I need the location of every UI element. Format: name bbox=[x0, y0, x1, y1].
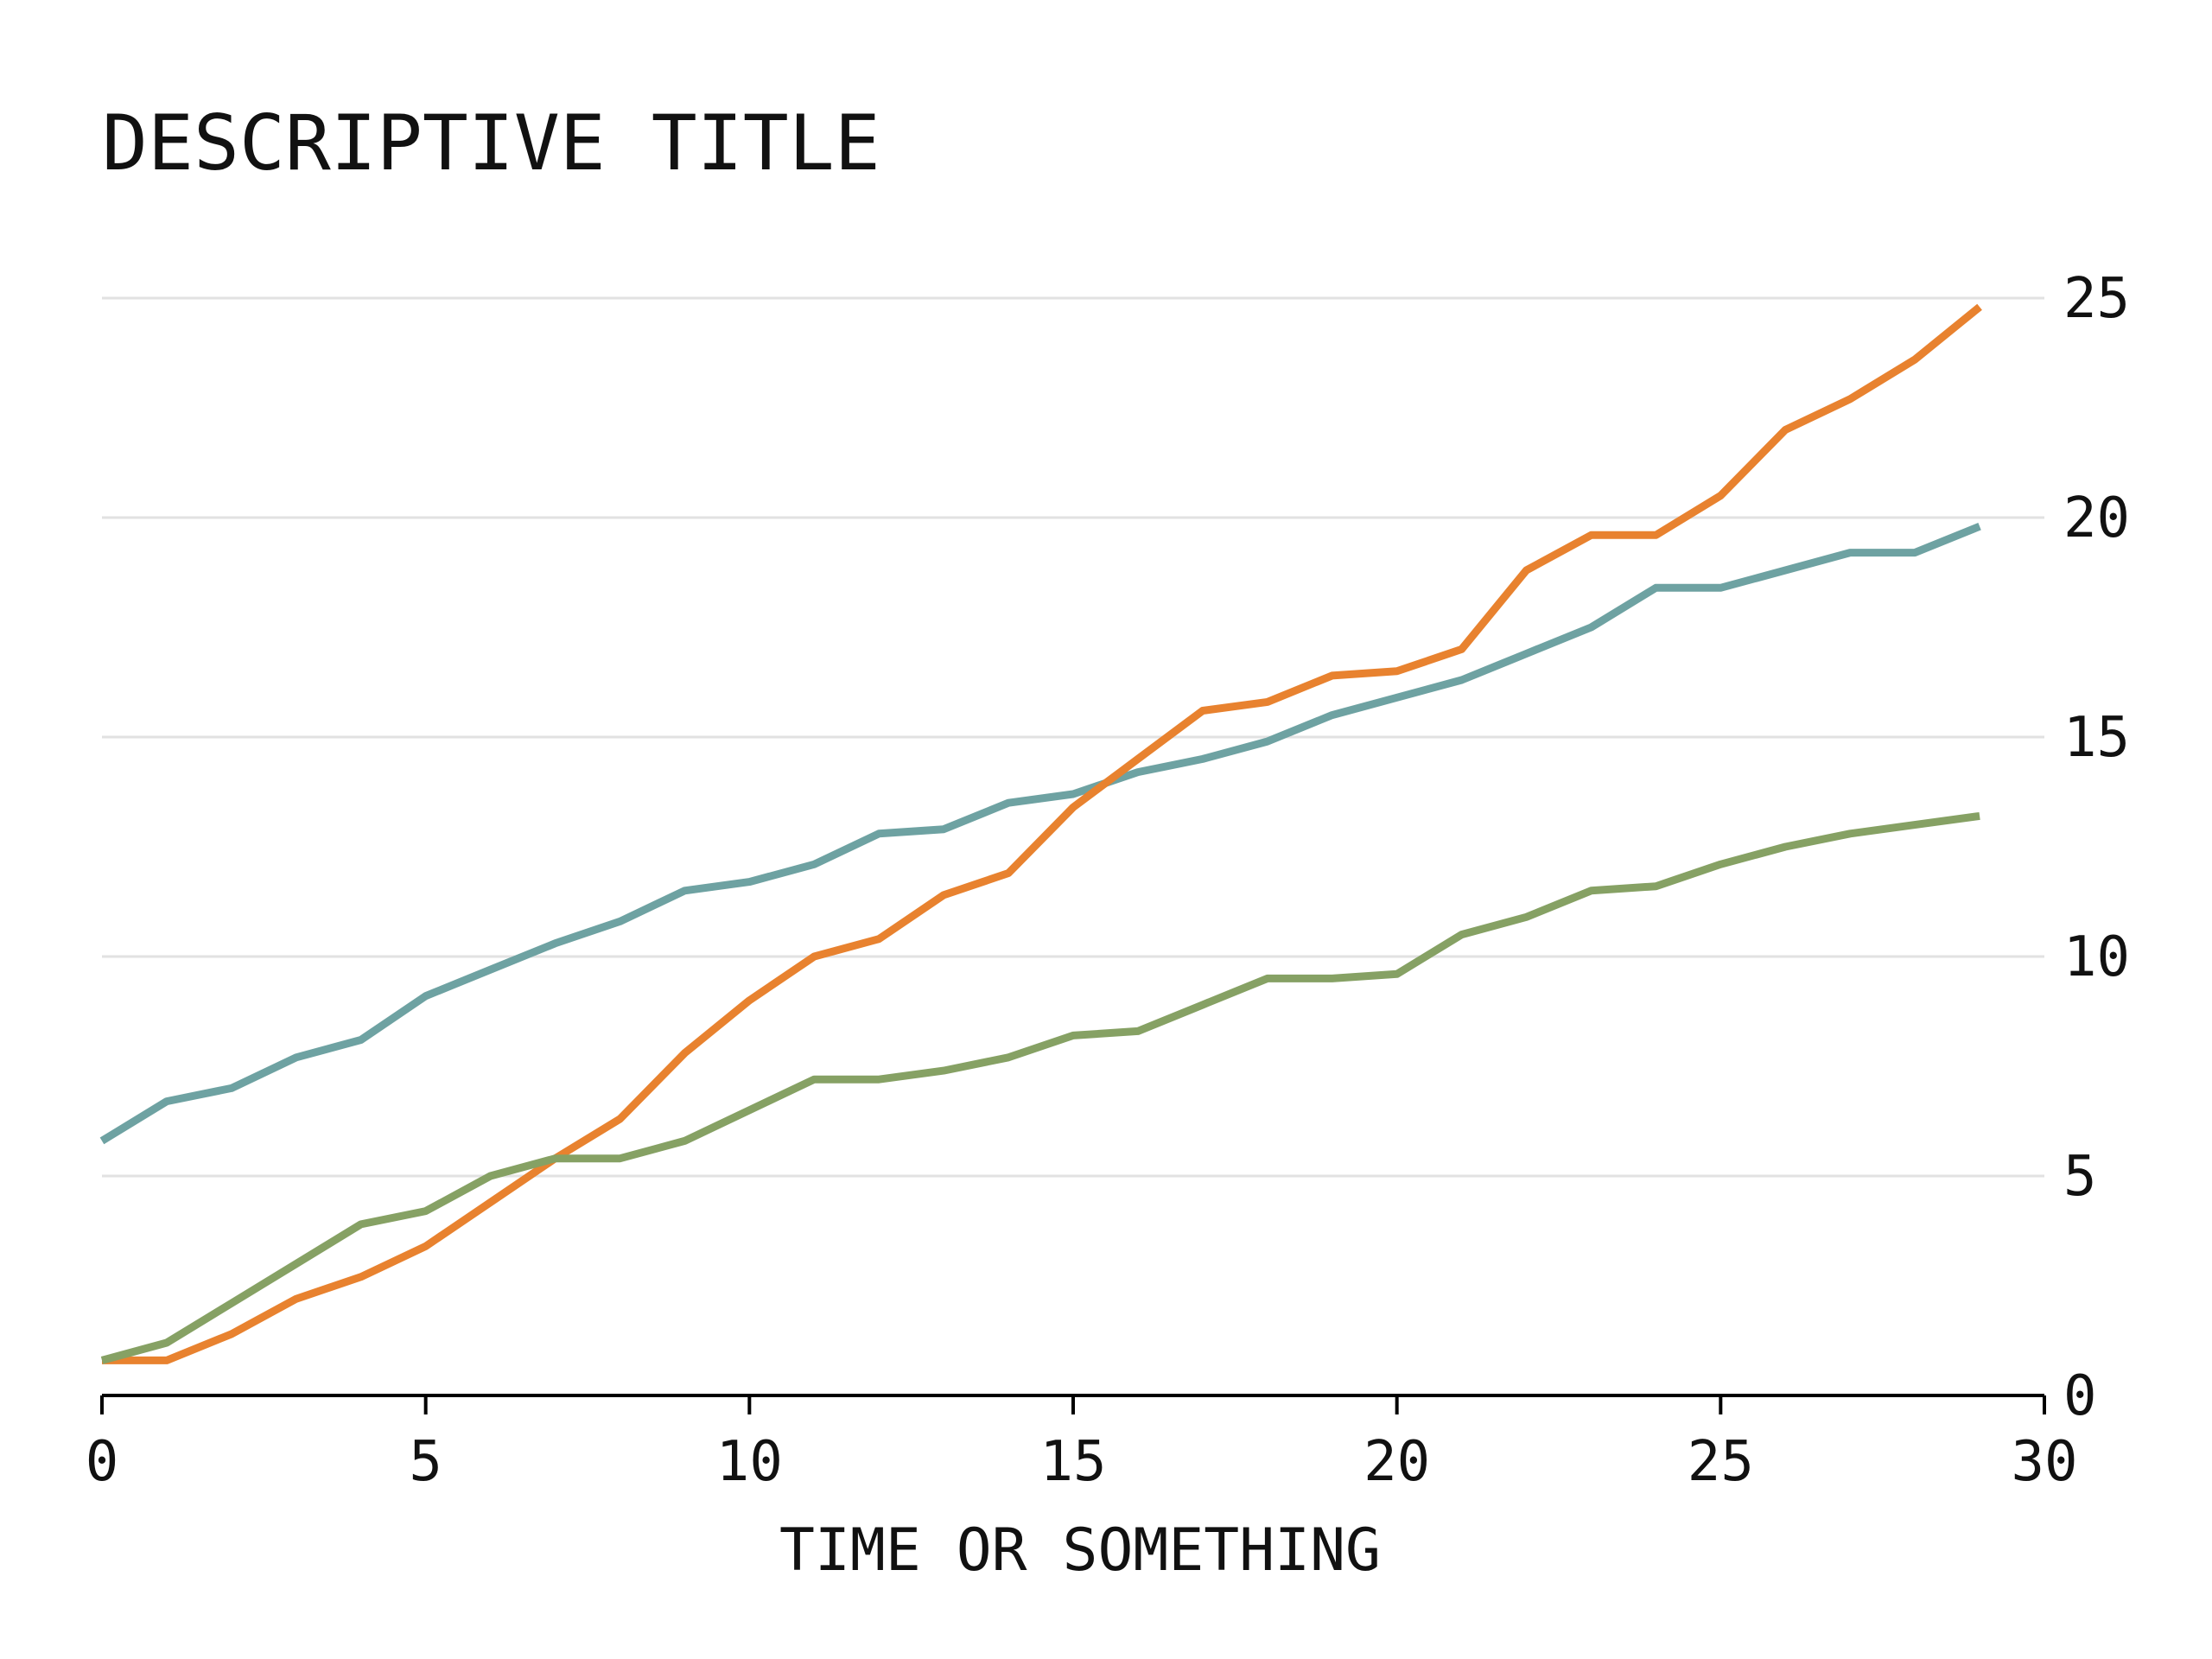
series-line-1 bbox=[99, 523, 1981, 1145]
x-tick-label: 5 bbox=[409, 1430, 442, 1494]
y-tick-label: 10 bbox=[2063, 925, 2130, 989]
x-tick-label: 20 bbox=[1363, 1430, 1430, 1494]
x-tick-label: 0 bbox=[86, 1430, 119, 1494]
series-lines bbox=[99, 303, 1982, 1364]
y-tick-label: 5 bbox=[2063, 1145, 2097, 1209]
series-line-3 bbox=[100, 811, 1980, 1364]
x-axis-label: TIME OR SOMETHING bbox=[779, 1516, 1381, 1585]
chart-title: DESCRIPTIVE TITLE bbox=[102, 99, 880, 188]
y-tick-label: 15 bbox=[2063, 706, 2130, 770]
tick-labels: 0 5 10 15 20 25 0 5 10 15 20 25 30 bbox=[86, 267, 2130, 1494]
x-tick-label: 15 bbox=[1039, 1430, 1106, 1494]
x-tick-label: 25 bbox=[1688, 1430, 1754, 1494]
y-tick-label: 0 bbox=[2063, 1364, 2097, 1428]
x-tick-label: 30 bbox=[2011, 1430, 2077, 1494]
y-tick-label: 20 bbox=[2063, 486, 2130, 550]
y-tick-label: 25 bbox=[2063, 267, 2130, 331]
series-line-2 bbox=[102, 303, 1982, 1364]
x-tick-label: 10 bbox=[716, 1430, 783, 1494]
gridlines bbox=[102, 296, 2044, 1178]
x-axis bbox=[100, 1394, 2046, 1414]
